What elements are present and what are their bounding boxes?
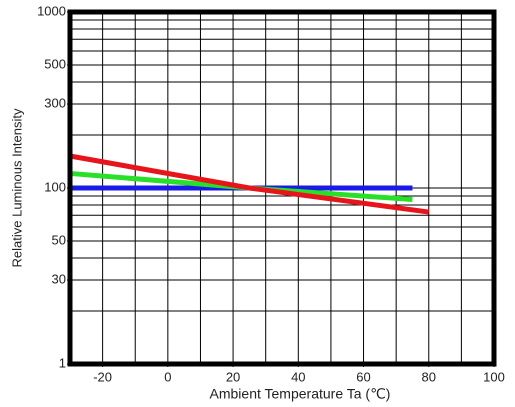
x-tick-label: 0 — [164, 369, 171, 384]
x-tick-label: 60 — [356, 369, 370, 384]
x-tick-label: 80 — [422, 369, 436, 384]
y-tick-label: 50 — [52, 232, 66, 247]
x-axis-title: Ambient Temperature Ta (℃) — [210, 386, 391, 402]
series-line — [69, 153, 430, 215]
y-tick-label: 30 — [52, 271, 66, 286]
y-tick-label: 100 — [44, 179, 66, 194]
y-tick-label: 1 — [59, 355, 66, 370]
x-tick-label: 100 — [483, 369, 505, 384]
x-tick-label: -20 — [93, 369, 112, 384]
y-tick-label: 1000 — [37, 3, 66, 18]
plot-frame — [67, 9, 497, 367]
x-tick-label: 40 — [291, 369, 305, 384]
y-tick-label: 500 — [44, 56, 66, 71]
x-tick-label: 20 — [226, 369, 240, 384]
y-axis-title: Relative Luminous Intensity — [9, 108, 24, 267]
y-tick-label: 300 — [44, 95, 66, 110]
